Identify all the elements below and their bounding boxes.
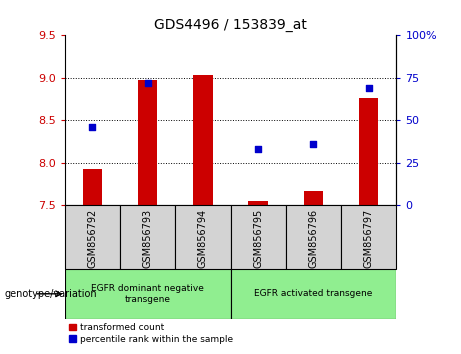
Bar <box>138 80 157 205</box>
Bar <box>230 269 396 319</box>
Point <box>89 124 96 130</box>
Point <box>254 147 262 152</box>
Legend: transformed count, percentile rank within the sample: transformed count, percentile rank withi… <box>69 323 233 344</box>
Text: GSM856796: GSM856796 <box>308 209 319 268</box>
Bar <box>230 205 286 269</box>
Text: GSM856795: GSM856795 <box>253 209 263 268</box>
Bar <box>120 205 175 269</box>
Bar <box>193 75 213 205</box>
Text: EGFR dominant negative
transgene: EGFR dominant negative transgene <box>91 284 204 303</box>
Text: genotype/variation: genotype/variation <box>5 289 97 299</box>
Text: EGFR activated transgene: EGFR activated transgene <box>254 289 372 298</box>
Bar <box>359 98 378 205</box>
Bar <box>65 269 230 319</box>
Bar <box>83 169 102 205</box>
Bar <box>286 205 341 269</box>
Title: GDS4496 / 153839_at: GDS4496 / 153839_at <box>154 18 307 32</box>
Bar <box>175 205 230 269</box>
Text: GSM856794: GSM856794 <box>198 209 208 268</box>
Bar <box>341 205 396 269</box>
Bar <box>304 191 323 205</box>
Point <box>310 141 317 147</box>
Text: GSM856792: GSM856792 <box>87 209 97 268</box>
Point <box>365 85 372 91</box>
Point <box>144 80 151 86</box>
Bar <box>65 205 120 269</box>
Text: GSM856797: GSM856797 <box>364 209 374 268</box>
Bar <box>248 201 268 205</box>
Text: GSM856793: GSM856793 <box>142 209 153 268</box>
